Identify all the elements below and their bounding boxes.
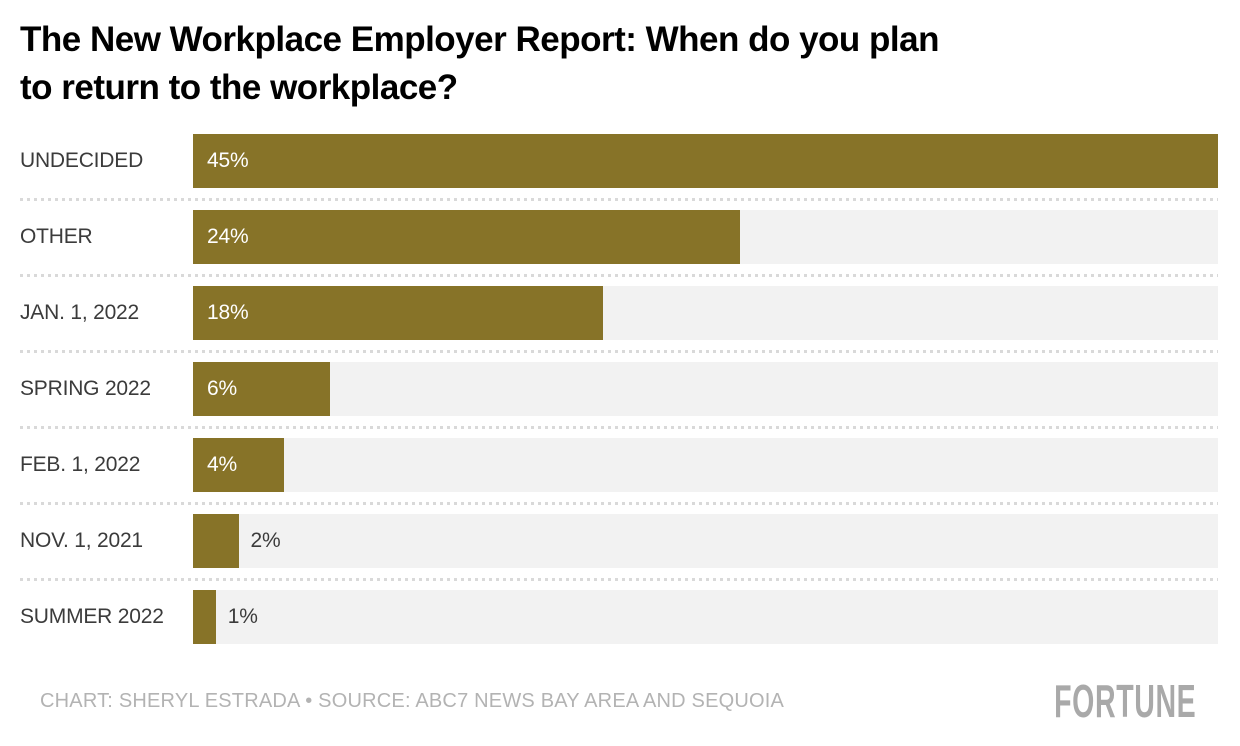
chart-row: OTHER 24%	[20, 199, 1218, 277]
bar-value-label: 6%	[207, 377, 237, 400]
bar-fill: 24%	[193, 210, 740, 264]
bar-chart: UNDECIDED 45% OTHER 24% JAN. 1, 2022 18%…	[20, 123, 1218, 655]
bar-value-label: 45%	[207, 149, 249, 172]
chart-row: UNDECIDED 45%	[20, 123, 1218, 201]
bar-fill	[193, 590, 216, 644]
category-label: OTHER	[20, 225, 93, 248]
chart-row: JAN. 1, 2022 18%	[20, 275, 1218, 353]
page-title-line-1: The New Workplace Employer Report: When …	[20, 20, 939, 59]
fortune-logo: FORTUNE	[1053, 675, 1196, 727]
bar-value-label: 1%	[227, 605, 258, 628]
bar-fill: 6%	[193, 362, 330, 416]
bar-value-label: 18%	[207, 301, 249, 324]
category-label: FEB. 1, 2022	[20, 453, 141, 476]
bar-track: 18%	[193, 286, 1218, 340]
row-separator	[20, 578, 1218, 581]
category-label: SPRING 2022	[20, 377, 151, 400]
bar-track: 6%	[193, 362, 1218, 416]
bar-track: 4%	[193, 438, 1218, 492]
bar-value-label: 4%	[207, 453, 237, 476]
bar-track: 2%	[193, 514, 1218, 568]
bar-value-label: 2%	[250, 529, 281, 552]
bar-fill: 4%	[193, 438, 285, 492]
bar-fill	[193, 514, 239, 568]
page-title-line-2: to return to the workplace?	[20, 68, 458, 107]
bar-track: 45%	[193, 134, 1218, 188]
bar-fill: 18%	[193, 286, 603, 340]
category-label: NOV. 1, 2021	[20, 529, 143, 552]
bar-track: 1%	[193, 590, 1218, 644]
chart-row: FEB. 1, 2022 4%	[20, 427, 1218, 505]
category-label: UNDECIDED	[20, 149, 144, 172]
bar-track: 24%	[193, 210, 1218, 264]
row-separator	[20, 274, 1218, 277]
category-label: JAN. 1, 2022	[20, 301, 140, 324]
footer: CHART: SHERYL ESTRADA • SOURCE: ABC7 NEW…	[20, 678, 1218, 724]
chart-row: NOV. 1, 2021 2%	[20, 503, 1218, 581]
chart-row: SUMMER 2022 1%	[20, 579, 1218, 655]
bar-value-label: 24%	[207, 225, 249, 248]
row-separator	[20, 426, 1218, 429]
chart-row: SPRING 2022 6%	[20, 351, 1218, 429]
row-separator	[20, 350, 1218, 353]
page-title: The New Workplace Employer Report: When …	[20, 16, 1220, 112]
row-separator	[20, 198, 1218, 201]
row-separator	[20, 502, 1218, 505]
category-label: SUMMER 2022	[20, 605, 164, 628]
bar-fill: 45%	[193, 134, 1218, 188]
credit-text: CHART: SHERYL ESTRADA • SOURCE: ABC7 NEW…	[40, 689, 785, 712]
